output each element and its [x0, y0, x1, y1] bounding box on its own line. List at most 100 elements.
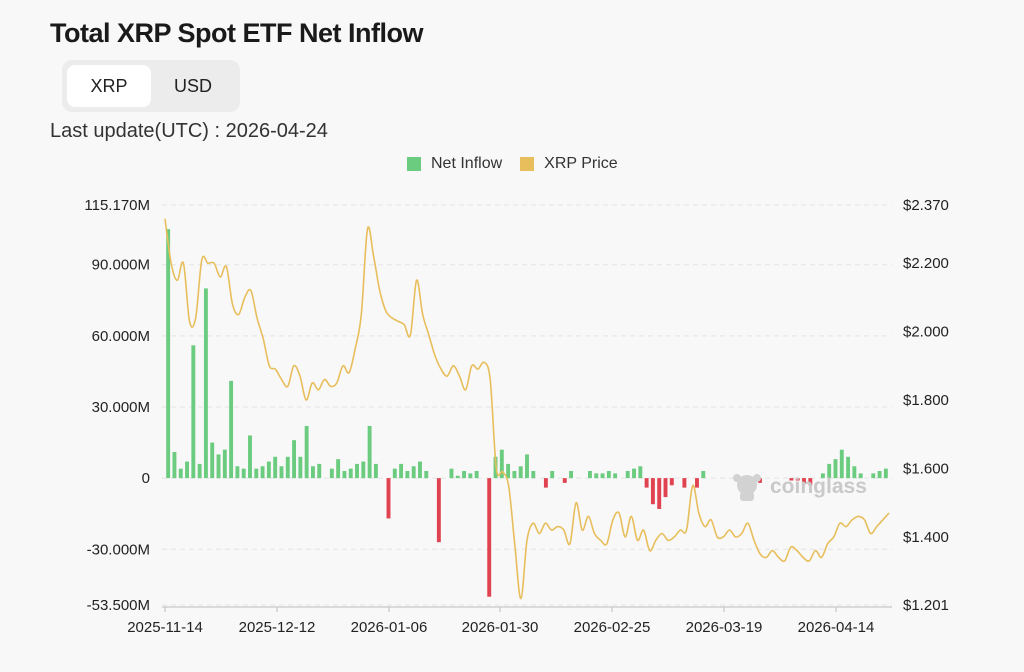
inflow-bar — [449, 468, 454, 479]
inflow-bar — [606, 471, 611, 479]
inflow-bar — [424, 471, 429, 479]
inflow-bar — [569, 471, 574, 479]
inflow-bar — [367, 425, 372, 479]
inflow-bar — [260, 466, 265, 479]
left-axis-tick-label: 60.000M — [92, 328, 150, 345]
inflow-bar — [285, 456, 290, 479]
right-axis-tick-label: $1.201 — [903, 597, 949, 614]
inflow-bar — [222, 449, 227, 479]
inflow-bar — [789, 478, 794, 481]
inflow-bar — [166, 229, 171, 479]
left-axis-tick-label: 0 — [142, 470, 150, 487]
unit-toggle: XRP USD — [62, 60, 240, 112]
x-axis-tick-label: 2025-11-14 — [127, 619, 203, 636]
inflow-bar — [348, 468, 353, 479]
inflow-bar — [657, 478, 662, 509]
inflow-bar — [455, 475, 460, 479]
inflow-bar — [399, 463, 404, 479]
inflow-bar — [392, 468, 397, 479]
inflow-bar — [462, 471, 466, 479]
right-axis-tick-label: $2.000 — [903, 324, 949, 341]
right-axis-tick-label: $2.200 — [903, 255, 949, 272]
inflow-bar — [468, 473, 473, 479]
coinglass-watermark: coinglass — [730, 472, 867, 502]
inflow-bar — [254, 468, 259, 479]
inflow-bar — [279, 466, 284, 479]
inflow-bar — [663, 478, 668, 498]
inflow-bar — [418, 461, 422, 479]
inflow-bar — [248, 435, 252, 479]
inflow-bar — [512, 471, 517, 479]
x-axis-tick-label: 2025-12-12 — [239, 619, 316, 636]
left-axis-tick-label: 115.170M — [84, 197, 150, 214]
right-axis-tick-label: $1.600 — [903, 460, 949, 477]
inflow-bar — [518, 466, 523, 479]
inflow-bar — [210, 442, 215, 479]
inflow-bar — [292, 440, 297, 479]
inflow-bar — [644, 478, 649, 488]
inflow-bar — [241, 468, 246, 479]
inflow-bar — [386, 478, 391, 519]
inflow-bar — [650, 478, 655, 505]
inflow-bar — [833, 459, 838, 479]
inflow-bar — [298, 456, 303, 479]
inflow-bar — [588, 471, 592, 479]
watermark-text: coinglass — [770, 475, 867, 498]
inflow-bar — [846, 456, 851, 479]
inflow-bar — [329, 468, 334, 479]
chart-title: Total XRP Spot ETF Net Inflow — [50, 18, 424, 48]
legend-label-xrp-price: XRP Price — [544, 155, 618, 172]
toggle-xrp-button[interactable]: XRP — [67, 65, 151, 107]
legend-item-net-inflow[interactable]: Net Inflow — [407, 155, 502, 173]
toggle-usd-button[interactable]: USD — [151, 65, 235, 107]
inflow-bar — [361, 461, 366, 479]
inflow-bar — [594, 473, 599, 479]
inflow-bar — [266, 461, 271, 479]
inflow-bar — [669, 478, 674, 486]
chart-legend: Net Inflow XRP Price — [407, 155, 618, 173]
xrp-price-line — [164, 218, 890, 600]
legend-swatch-net-inflow — [407, 157, 421, 171]
inflow-bar — [808, 478, 813, 486]
inflow-bar — [336, 459, 341, 479]
last-update-text: Last update(UTC) : 2026-04-24 — [50, 120, 328, 142]
coinglass-logo-icon — [733, 474, 761, 501]
inflow-bar — [820, 473, 825, 479]
inflow-bar — [839, 449, 844, 479]
inflow-bar — [373, 463, 378, 479]
x-axis-tick-label: 2026-01-06 — [351, 619, 428, 636]
inflow-bar — [304, 425, 309, 479]
inflow-bar — [858, 473, 863, 479]
right-axis-tick-label: $1.400 — [903, 529, 949, 546]
inflow-bar — [701, 471, 706, 479]
inflow-bar — [871, 473, 876, 479]
inflow-bar — [543, 478, 548, 488]
inflow-bar — [613, 473, 618, 479]
legend-swatch-xrp-price — [520, 157, 535, 171]
inflow-bar — [273, 456, 278, 479]
inflow-bar — [852, 466, 857, 479]
inflow-bar — [342, 471, 347, 479]
inflow-bar — [499, 449, 504, 479]
inflow-bar — [506, 463, 511, 479]
inflow-bar — [197, 463, 202, 479]
legend-label-net-inflow: Net Inflow — [431, 155, 503, 172]
inflow-bar — [436, 478, 441, 543]
inflow-bar — [625, 471, 630, 479]
right-axis-tick-label: $1.800 — [903, 392, 949, 409]
inflow-bar — [695, 478, 699, 488]
x-axis-tick-label: 2026-02-25 — [574, 619, 651, 636]
inflow-bar — [487, 478, 492, 597]
inflow-bar — [203, 288, 208, 479]
inflow-bar — [474, 471, 479, 479]
inflow-bar — [795, 478, 800, 481]
right-axis-tick-label: $2.370 — [903, 197, 949, 214]
inflow-bar — [185, 461, 189, 479]
inflow-bar — [638, 466, 643, 479]
inflow-bar — [310, 466, 315, 479]
inflow-bar — [682, 478, 687, 488]
inflow-bar — [235, 466, 240, 479]
legend-item-xrp-price[interactable]: XRP Price — [520, 155, 618, 173]
left-axis-tick-label: 90.000M — [92, 257, 150, 274]
